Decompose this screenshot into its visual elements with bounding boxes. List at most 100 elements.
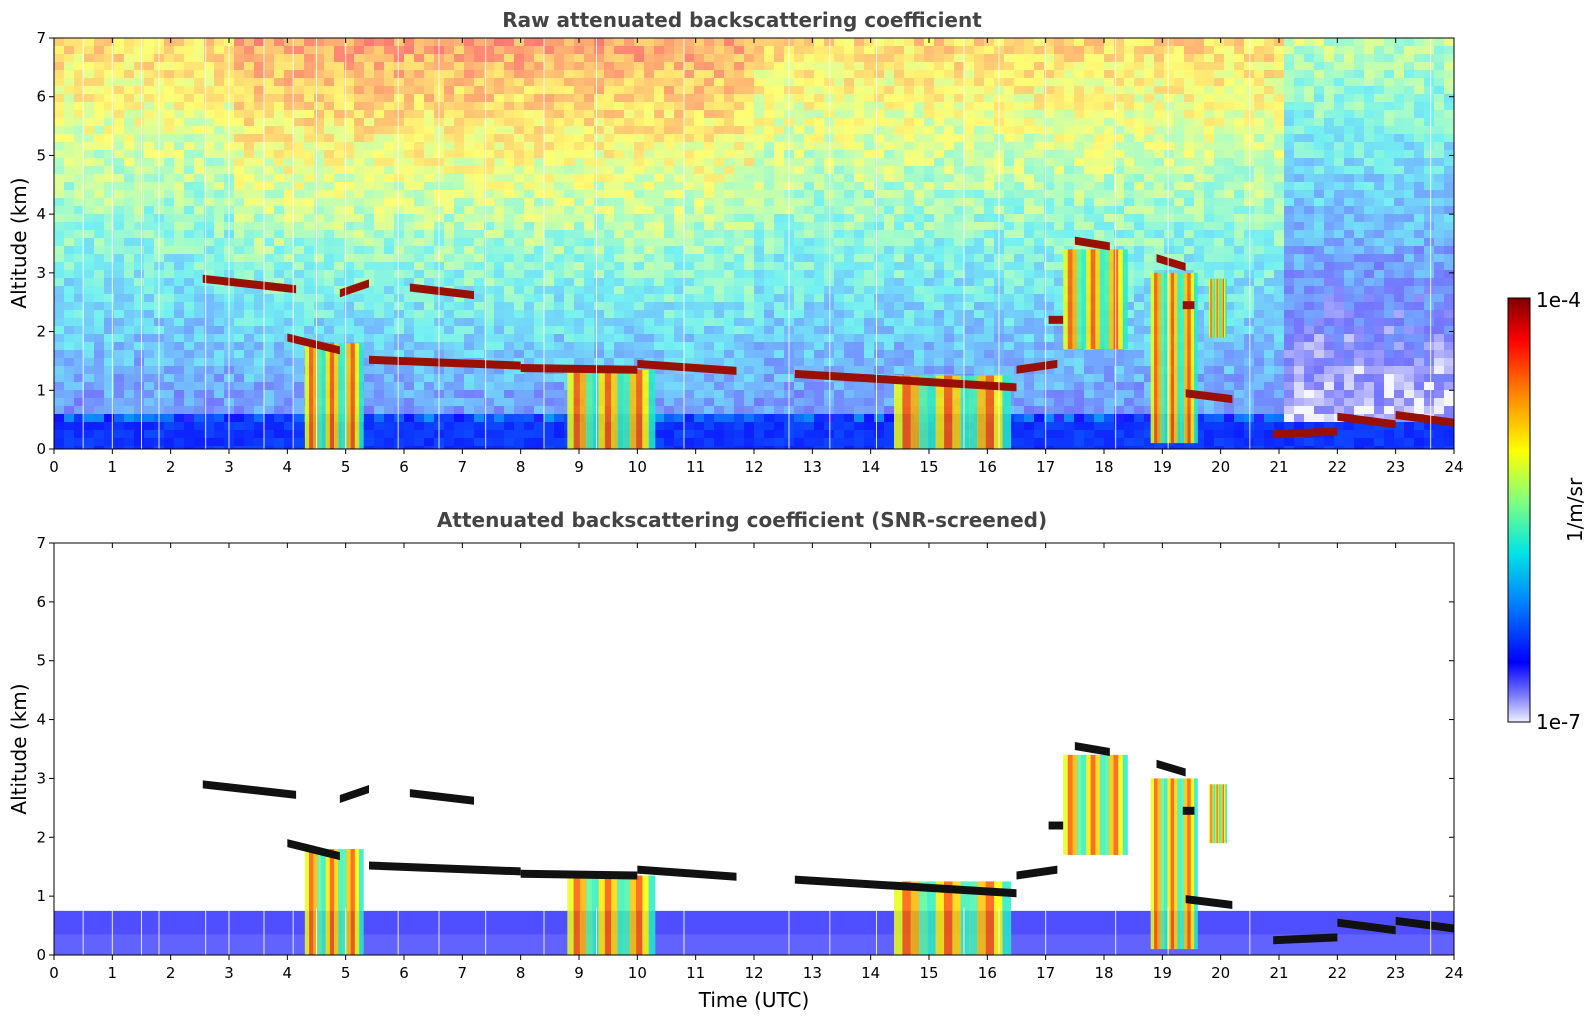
noise-cell: [84, 310, 94, 318]
noise-cell: [794, 342, 804, 350]
noise-cell: [514, 94, 524, 102]
noise-cell: [74, 238, 84, 246]
noise-cell: [484, 326, 494, 334]
noise-cell: [474, 246, 484, 254]
noise-cell: [914, 134, 924, 142]
noise-cell: [964, 270, 974, 278]
noise-cell: [554, 438, 564, 446]
noise-cell: [74, 422, 84, 430]
noise-cell: [734, 158, 744, 166]
noise-cell: [404, 278, 414, 286]
noise-cell: [264, 110, 274, 118]
noise-cell: [264, 70, 274, 78]
noise-cell: [484, 414, 494, 422]
noise-cell: [954, 286, 964, 294]
noise-cell: [984, 38, 994, 46]
noise-cell: [764, 302, 774, 310]
noise-cell: [904, 86, 914, 94]
noise-cell: [534, 230, 544, 238]
noise-cell: [924, 54, 934, 62]
noise-cell: [894, 366, 904, 374]
noise-cell: [624, 230, 634, 238]
noise-cell: [494, 126, 504, 134]
noise-cell: [494, 294, 504, 302]
noise-cell: [74, 446, 84, 449]
noise-cell: [704, 142, 714, 150]
noise-cell: [194, 238, 204, 246]
noise-cell: [984, 358, 994, 366]
noise-cell: [974, 206, 984, 214]
noise-cell: [714, 118, 724, 126]
noise-cell: [114, 182, 124, 190]
noise-cell: [504, 406, 514, 414]
noise-cell: [1004, 334, 1014, 342]
noise-cell: [834, 414, 844, 422]
noise-cell: [744, 406, 754, 414]
noise-cell: [144, 134, 154, 142]
noise-cell: [854, 366, 864, 374]
noise-cell: [664, 414, 674, 422]
noise-cell: [664, 390, 674, 398]
noise-cell: [794, 302, 804, 310]
noise-cell: [944, 222, 954, 230]
noise-cell: [494, 214, 504, 222]
noise-cell: [104, 94, 114, 102]
noise-cell: [474, 406, 484, 414]
noise-cell: [144, 302, 154, 310]
noise-cell: [544, 350, 554, 358]
noise-cell: [174, 398, 184, 406]
noise-cell: [664, 262, 674, 270]
noise-cell: [734, 342, 744, 350]
noise-cell: [964, 294, 974, 302]
noise-cell: [714, 126, 724, 134]
noise-cell: [824, 238, 834, 246]
noise-cell: [234, 262, 244, 270]
noise-cell: [164, 334, 174, 342]
noise-cell: [394, 86, 404, 94]
noise-cell: [284, 446, 294, 449]
noise-cell: [814, 126, 824, 134]
noise-cell: [504, 62, 514, 70]
noise-cell: [894, 334, 904, 342]
noise-cell: [324, 198, 334, 206]
noise-cell: [864, 438, 874, 446]
noise-cell: [1004, 286, 1014, 294]
noise-cell: [394, 278, 404, 286]
noise-cell: [554, 406, 564, 414]
noise-cell: [234, 134, 244, 142]
noise-cell: [494, 390, 504, 398]
noise-cell: [754, 342, 764, 350]
noise-cell: [834, 182, 844, 190]
noise-cell: [744, 366, 754, 374]
noise-cell: [534, 278, 544, 286]
noise-cell: [754, 414, 764, 422]
noise-cell: [464, 222, 474, 230]
noise-cell: [524, 294, 534, 302]
noise-cell: [384, 206, 394, 214]
noise-cell: [514, 278, 524, 286]
noise-cell: [704, 222, 714, 230]
noise-cell: [724, 326, 734, 334]
noise-cell: [264, 342, 274, 350]
noise-cell: [194, 198, 204, 206]
noise-cell: [204, 230, 214, 238]
noise-cell: [454, 406, 464, 414]
noise-cell: [924, 222, 934, 230]
noise-cell: [334, 142, 344, 150]
noise-cell: [464, 230, 474, 238]
noise-cell: [344, 230, 354, 238]
noise-cell: [144, 382, 154, 390]
noise-cell: [804, 102, 814, 110]
noise-cell: [424, 382, 434, 390]
noise-cell: [444, 342, 454, 350]
noise-cell: [364, 302, 374, 310]
noise-cell: [954, 246, 964, 254]
noise-cell: [164, 182, 174, 190]
noise-cell: [594, 126, 604, 134]
noise-cell: [424, 174, 434, 182]
noise-cell: [904, 342, 914, 350]
noise-cell: [934, 214, 944, 222]
noise-cell: [484, 438, 494, 446]
noise-cell: [474, 70, 484, 78]
noise-cell: [984, 254, 994, 262]
